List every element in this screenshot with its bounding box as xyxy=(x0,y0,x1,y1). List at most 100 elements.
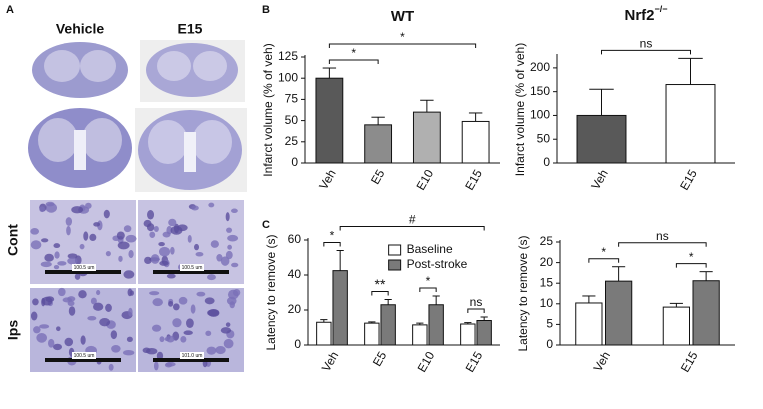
cell xyxy=(79,243,85,250)
y-tick-label: 100 xyxy=(530,108,550,122)
cell xyxy=(210,240,219,248)
cell xyxy=(128,250,134,259)
cell xyxy=(143,219,152,228)
panel-a: A Vehicle E15 Cont Ips 100.5 um 100.5 um1… xyxy=(5,4,247,372)
cell xyxy=(206,346,217,355)
x-tick-label: E15 xyxy=(677,167,700,193)
x-tick-label: Veh xyxy=(588,167,610,192)
cell xyxy=(195,251,204,257)
cell xyxy=(80,335,86,345)
scale-label: 100.5 um xyxy=(74,265,95,271)
cell xyxy=(30,311,38,321)
significance-bracket xyxy=(339,226,485,231)
cell xyxy=(83,231,89,241)
cell xyxy=(223,338,234,349)
cell xyxy=(89,233,97,242)
cell xyxy=(54,251,60,259)
significance-label: ns xyxy=(656,229,669,243)
scale-bar xyxy=(153,358,229,362)
cell xyxy=(226,296,237,305)
scale-bg xyxy=(72,264,96,271)
cell xyxy=(78,290,87,299)
bar xyxy=(605,280,633,346)
scale-label: 100.5 um xyxy=(182,265,203,271)
cell xyxy=(71,206,84,214)
cell xyxy=(150,254,160,264)
cell xyxy=(158,242,165,247)
significance-label: * xyxy=(426,274,431,288)
significance-label: ns xyxy=(470,295,483,309)
cell xyxy=(208,202,215,208)
cell xyxy=(123,270,135,279)
cell xyxy=(39,206,45,213)
y-tick-label: 5 xyxy=(546,317,553,331)
cell xyxy=(156,351,164,360)
cell xyxy=(231,262,239,268)
y-tick-label: 40 xyxy=(288,267,302,281)
cell xyxy=(65,217,73,226)
cell xyxy=(215,345,226,355)
cell xyxy=(66,225,71,236)
cell xyxy=(93,302,104,311)
cell xyxy=(227,234,239,242)
scale-bg xyxy=(72,352,96,359)
legend-label: Post-stroke xyxy=(407,257,468,271)
cell xyxy=(183,330,193,335)
cell xyxy=(127,288,133,297)
bar xyxy=(428,304,444,346)
cell xyxy=(126,336,133,343)
x-tick-label: E15 xyxy=(462,167,485,193)
cell xyxy=(168,300,174,307)
cell xyxy=(90,297,97,305)
cell xyxy=(123,225,132,233)
y-tick-label: 75 xyxy=(285,92,299,106)
title-superscript: −/− xyxy=(655,4,668,14)
row-label: Cont xyxy=(5,224,21,256)
cell xyxy=(111,345,121,353)
brain-slice xyxy=(28,42,242,190)
cell xyxy=(30,240,42,250)
x-tick-label: E15 xyxy=(463,349,486,375)
bar xyxy=(662,306,690,346)
legend-swatch xyxy=(388,244,402,256)
cell xyxy=(172,318,182,328)
cell xyxy=(151,324,162,332)
scale-bg xyxy=(180,352,204,359)
cell xyxy=(164,337,170,342)
cell xyxy=(177,224,188,232)
cell xyxy=(204,297,215,305)
cell xyxy=(105,303,112,312)
significance-bracket xyxy=(419,287,437,292)
scale-bg xyxy=(180,264,204,271)
cell xyxy=(52,343,63,351)
significance-bracket xyxy=(618,242,707,247)
scale-bar xyxy=(153,270,229,274)
cell xyxy=(128,307,133,317)
bar xyxy=(476,320,492,346)
cell xyxy=(85,202,92,209)
significance-bracket xyxy=(588,258,620,263)
y-tick-label: 25 xyxy=(285,134,299,148)
cell xyxy=(153,226,159,232)
x-tick-label: E5 xyxy=(370,349,390,369)
cell xyxy=(36,332,48,343)
cell xyxy=(194,243,200,251)
cell xyxy=(57,261,67,266)
cell xyxy=(153,361,159,371)
histology: 100.5 um 100.5 um 100.5 um 101.0 um xyxy=(30,200,244,372)
bar xyxy=(692,280,720,346)
bar xyxy=(460,323,476,346)
bar xyxy=(461,120,490,164)
significance-bracket xyxy=(371,291,389,296)
cell xyxy=(41,296,53,306)
cell xyxy=(64,337,74,347)
cell xyxy=(226,227,233,233)
cell xyxy=(105,250,111,257)
significance-bracket xyxy=(328,43,477,49)
bar xyxy=(575,302,603,346)
cell xyxy=(168,218,177,227)
significance-bracket xyxy=(675,263,707,268)
title-text: Nrf2 xyxy=(624,7,654,24)
